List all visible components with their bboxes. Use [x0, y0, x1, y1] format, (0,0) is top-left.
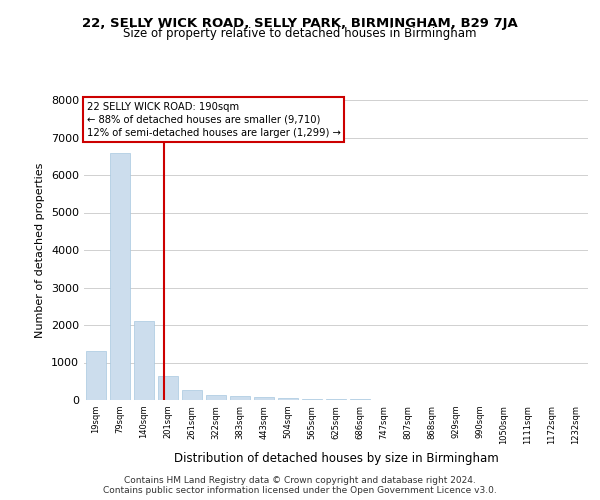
Text: 22 SELLY WICK ROAD: 190sqm
← 88% of detached houses are smaller (9,710)
12% of s: 22 SELLY WICK ROAD: 190sqm ← 88% of deta… — [86, 102, 340, 138]
Bar — [302, 399, 322, 400]
Bar — [158, 376, 178, 400]
Text: Contains HM Land Registry data © Crown copyright and database right 2024.: Contains HM Land Registry data © Crown c… — [124, 476, 476, 485]
Text: 22, SELLY WICK ROAD, SELLY PARK, BIRMINGHAM, B29 7JA: 22, SELLY WICK ROAD, SELLY PARK, BIRMING… — [82, 18, 518, 30]
Y-axis label: Number of detached properties: Number of detached properties — [35, 162, 46, 338]
Bar — [278, 398, 298, 400]
Text: Contains public sector information licensed under the Open Government Licence v3: Contains public sector information licen… — [103, 486, 497, 495]
Bar — [110, 152, 130, 400]
Bar — [182, 390, 202, 400]
Bar — [206, 395, 226, 400]
Bar — [230, 396, 250, 400]
Bar — [86, 351, 106, 400]
Bar — [326, 399, 346, 400]
Text: Size of property relative to detached houses in Birmingham: Size of property relative to detached ho… — [123, 28, 477, 40]
Bar — [254, 397, 274, 400]
X-axis label: Distribution of detached houses by size in Birmingham: Distribution of detached houses by size … — [173, 452, 499, 465]
Bar — [134, 322, 154, 400]
